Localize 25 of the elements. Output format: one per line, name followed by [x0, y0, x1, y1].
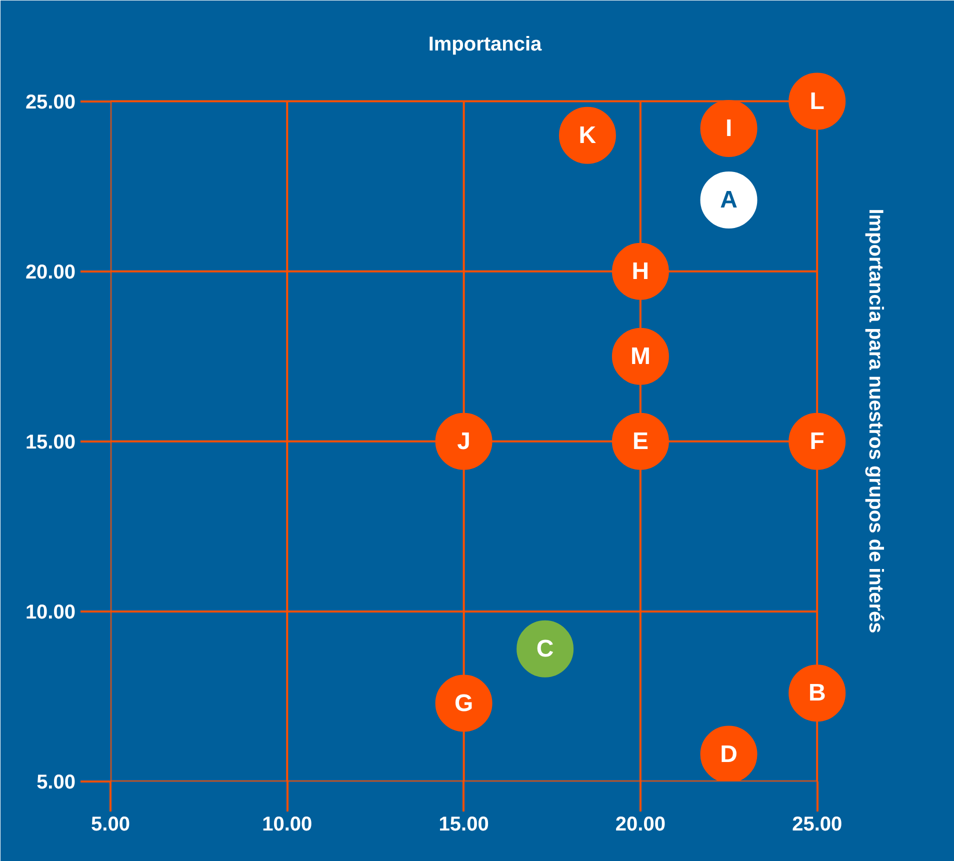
annotation: M [630, 342, 650, 370]
annotation: J [457, 428, 470, 455]
annotation: A [720, 186, 738, 214]
annotation: I [725, 115, 732, 142]
y-tick-label: 20.00 [25, 261, 76, 284]
chart-title: Importancia [428, 34, 543, 56]
annotation: E [632, 428, 648, 455]
y-tick-label: 10.00 [25, 601, 76, 624]
annotation: H [632, 258, 650, 285]
x-tick-label: 10.00 [262, 814, 312, 836]
annotation: K [578, 122, 597, 149]
y-axis-title: Importancia para nuestros grupos de interés [864, 208, 886, 634]
annotation: G [454, 690, 474, 717]
annotation: L [810, 88, 824, 115]
annotation: B [808, 680, 826, 707]
y-tick-label: 15.00 [25, 431, 76, 454]
x-tick-label: 25.00 [792, 814, 842, 836]
annotation: F [810, 428, 824, 455]
y-tick-label: 25.00 [25, 91, 76, 114]
x-tick-label: 5.00 [91, 814, 130, 836]
x-tick-label: 15.00 [438, 814, 489, 836]
x-tick-label: 20.00 [615, 814, 666, 836]
annotation: C [536, 635, 554, 662]
annotation: D [720, 740, 738, 768]
y-tick-label: 5.00 [36, 772, 76, 794]
